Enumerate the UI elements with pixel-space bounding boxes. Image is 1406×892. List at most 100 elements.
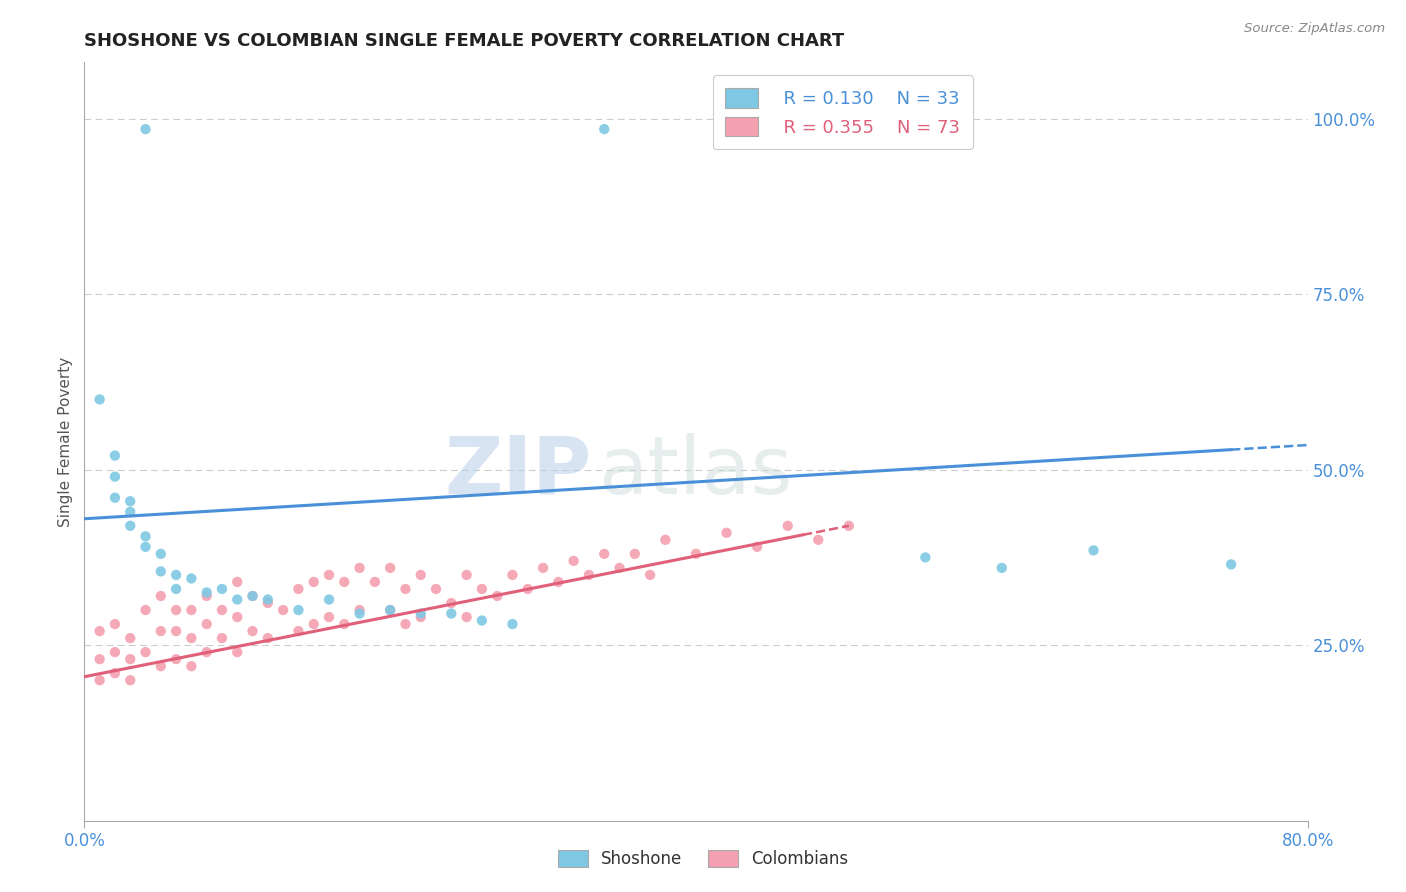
Legend: Shoshone, Colombians: Shoshone, Colombians (551, 843, 855, 875)
Point (257, 592, 280, 607)
Point (104, 666, 127, 681)
Point (226, 574, 249, 589)
Point (807, 533, 830, 547)
Point (456, 568, 478, 582)
Point (242, 624, 264, 639)
Point (211, 582, 233, 596)
Point (349, 607, 371, 621)
Point (394, 617, 416, 632)
Point (180, 631, 202, 645)
Point (1083, 543, 1105, 558)
Point (120, 505, 142, 519)
Point (180, 603, 202, 617)
Point (287, 582, 309, 596)
Point (747, 540, 769, 554)
Point (135, 603, 157, 617)
Point (135, 122, 157, 136)
Point (226, 645, 249, 659)
Point (149, 565, 172, 579)
Point (471, 582, 494, 596)
Point (120, 631, 142, 645)
Point (180, 659, 202, 673)
Point (302, 574, 325, 589)
Point (165, 652, 187, 666)
Point (425, 582, 447, 596)
Point (991, 561, 1014, 575)
Point (318, 610, 340, 624)
Point (638, 568, 661, 582)
Point (165, 603, 187, 617)
Point (89, 652, 111, 666)
Point (242, 589, 264, 603)
Point (195, 585, 218, 599)
Point (593, 547, 616, 561)
Point (149, 547, 172, 561)
Point (287, 624, 309, 639)
Point (409, 607, 432, 621)
Point (257, 596, 280, 610)
Point (716, 525, 738, 540)
Point (486, 589, 509, 603)
Point (135, 529, 157, 543)
Point (380, 603, 402, 617)
Point (440, 607, 463, 621)
Point (257, 631, 280, 645)
Point (380, 603, 402, 617)
Point (593, 122, 616, 136)
Point (609, 561, 631, 575)
Point (333, 574, 356, 589)
Point (271, 603, 294, 617)
Point (149, 624, 172, 639)
Point (318, 568, 340, 582)
Point (456, 610, 478, 624)
Point (211, 603, 233, 617)
Point (578, 568, 600, 582)
Point (318, 592, 340, 607)
Point (547, 574, 569, 589)
Point (409, 568, 432, 582)
Point (104, 617, 127, 632)
Point (104, 491, 127, 505)
Point (165, 568, 187, 582)
Point (838, 518, 860, 533)
Point (502, 568, 524, 582)
Text: Source: ZipAtlas.com: Source: ZipAtlas.com (1244, 22, 1385, 36)
Point (471, 614, 494, 628)
Point (242, 589, 264, 603)
Point (149, 659, 172, 673)
Point (776, 518, 799, 533)
Point (531, 561, 554, 575)
Point (409, 610, 432, 624)
Point (624, 547, 647, 561)
Point (562, 554, 585, 568)
Point (440, 596, 463, 610)
Point (502, 617, 524, 632)
Point (380, 561, 402, 575)
Point (195, 589, 218, 603)
Point (287, 603, 309, 617)
Point (195, 645, 218, 659)
Text: SHOSHONE VS COLOMBIAN SINGLE FEMALE POVERTY CORRELATION CHART: SHOSHONE VS COLOMBIAN SINGLE FEMALE POVE… (84, 32, 845, 50)
Point (104, 469, 127, 483)
Point (394, 582, 416, 596)
Text: ZIP: ZIP (444, 433, 592, 511)
Point (135, 645, 157, 659)
Point (120, 652, 142, 666)
Point (89, 673, 111, 688)
Text: atlas: atlas (598, 433, 793, 511)
Point (135, 540, 157, 554)
Point (211, 631, 233, 645)
Point (1220, 558, 1243, 572)
Point (104, 449, 127, 463)
Point (120, 518, 142, 533)
Point (165, 624, 187, 639)
Point (149, 589, 172, 603)
Point (349, 603, 371, 617)
Point (226, 592, 249, 607)
Legend:   R = 0.130    N = 33,   R = 0.355    N = 73: R = 0.130 N = 33, R = 0.355 N = 73 (713, 75, 973, 149)
Point (120, 673, 142, 688)
Y-axis label: Single Female Poverty: Single Female Poverty (58, 357, 73, 526)
Point (120, 494, 142, 508)
Point (654, 533, 676, 547)
Point (89, 392, 111, 407)
